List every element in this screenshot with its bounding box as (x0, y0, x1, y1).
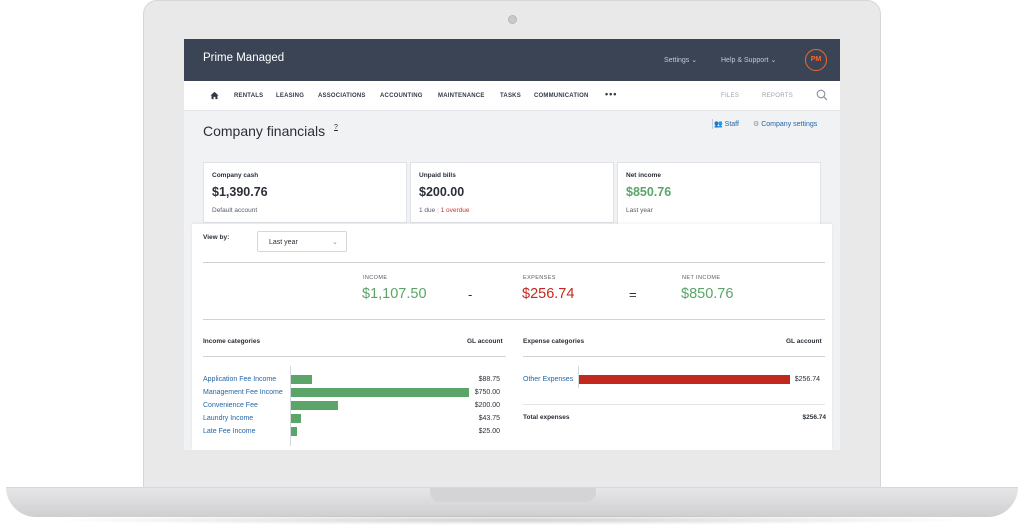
category-bar (291, 401, 339, 410)
help-support-menu[interactable]: Help & Support ⌄ (721, 56, 776, 64)
card-title: Net income (626, 172, 662, 179)
category-bar (291, 388, 469, 397)
category-link[interactable]: Management Fee Income (203, 389, 283, 396)
category-link[interactable]: Late Fee Income (203, 428, 256, 435)
unpaid-bills-card[interactable]: Unpaid bills $200.00 1 due | 1 overdue (410, 162, 614, 223)
nav-maintenance[interactable]: MAINTENANCE (438, 93, 485, 99)
category-link[interactable]: Other Expenses (523, 376, 574, 383)
nav-associations[interactable]: ASSOCIATIONS (318, 93, 366, 99)
card-value: $1,390.76 (212, 185, 268, 199)
card-value: $850.76 (626, 185, 672, 199)
category-amount: $256.74 (794, 376, 820, 383)
divider (203, 356, 506, 357)
company-cash-card[interactable]: Company cash $1,390.76 Default account (203, 162, 407, 223)
income-total: $1,107.50 (362, 286, 427, 302)
company-settings-label: Company settings (761, 121, 818, 128)
camera-icon (508, 15, 517, 24)
gl-account-header[interactable]: GL account (467, 338, 503, 345)
financials-panel: View by: Last year ⌄ INCOME $1,107.50 - … (192, 224, 832, 450)
staff-icon: 👥 (714, 121, 723, 128)
staff-link-label: Staff (724, 121, 739, 128)
total-expenses-value: $256.74 (802, 414, 827, 421)
chevron-down-icon: ⌄ (770, 57, 777, 64)
total-expenses-label: Total expenses (523, 414, 570, 421)
page-title: Company financials (203, 123, 326, 139)
nav-rentals[interactable]: RENTALS (234, 93, 264, 99)
gear-icon: ⚙ (753, 121, 760, 128)
nav-files[interactable]: FILES (721, 93, 740, 99)
category-link[interactable]: Convenience Fee (203, 402, 258, 409)
top-bar: Prime Managed Settings ⌄ Help & Support … (184, 39, 840, 81)
net-income-card[interactable]: Net income $850.76 Last year (617, 162, 821, 224)
card-title: Unpaid bills (419, 172, 456, 179)
home-icon[interactable] (210, 91, 219, 100)
category-bar (291, 427, 297, 436)
divider (523, 404, 825, 405)
net-income-label: NET INCOME (682, 275, 721, 281)
app-screen: Prime Managed Settings ⌄ Help & Support … (184, 39, 840, 450)
settings-menu[interactable]: Settings ⌄ (664, 56, 697, 64)
overdue-count[interactable]: 1 overdue (440, 207, 470, 214)
income-label: INCOME (363, 275, 388, 281)
category-link[interactable]: Application Fee Income (203, 376, 277, 383)
nav-communication[interactable]: COMMUNICATION (534, 93, 589, 99)
income-categories-header: Income categories (203, 338, 261, 345)
card-subtitle: 1 due | 1 overdue (419, 207, 470, 214)
equals-sign: = (629, 287, 637, 302)
view-by-label: View by: (203, 234, 230, 241)
category-bar (579, 375, 790, 384)
nav-more-button[interactable]: ••• (605, 89, 618, 99)
category-amount: $88.75 (478, 376, 500, 383)
company-settings-link[interactable]: ⚙ Company settings (753, 120, 817, 128)
laptop-base (6, 487, 1018, 517)
category-amount: $200.00 (474, 402, 500, 409)
view-by-value: Last year (269, 239, 298, 246)
expenses-total: $256.74 (522, 286, 575, 302)
gl-account-header[interactable]: GL account (786, 338, 822, 345)
card-subtitle: Default account (212, 207, 258, 214)
income-chart-axis (290, 366, 291, 446)
help-link[interactable]: ? (334, 124, 338, 131)
category-bar (291, 414, 302, 423)
view-by-select[interactable]: Last year ⌄ (257, 231, 347, 252)
divider (203, 262, 825, 263)
chevron-down-icon: ⌄ (691, 57, 698, 64)
card-subtitle: Last year (626, 207, 653, 214)
divider (712, 119, 713, 129)
main-nav: RENTALS LEASING ASSOCIATIONS ACCOUNTING … (184, 81, 840, 111)
divider (203, 319, 825, 320)
nav-reports[interactable]: REPORTS (762, 93, 793, 99)
laptop-notch (430, 488, 596, 502)
card-value: $200.00 (419, 185, 465, 199)
settings-menu-label: Settings (664, 57, 690, 64)
nav-tasks[interactable]: TASKS (500, 93, 521, 99)
category-amount: $750.00 (474, 389, 500, 396)
expense-chart-axis (578, 366, 579, 388)
brand-name[interactable]: Prime Managed (203, 52, 285, 64)
category-amount: $25.00 (478, 428, 500, 435)
category-bar (291, 375, 313, 384)
category-amount: $43.75 (478, 415, 500, 422)
category-link[interactable]: Laundry Income (203, 415, 254, 422)
nav-leasing[interactable]: LEASING (276, 93, 305, 99)
search-icon[interactable] (816, 89, 828, 101)
avatar[interactable]: PM (805, 49, 827, 71)
expense-categories-header: Expense categories (523, 338, 585, 345)
nav-accounting[interactable]: ACCOUNTING (380, 93, 423, 99)
chevron-down-icon: ⌄ (332, 239, 338, 246)
due-count[interactable]: 1 due (419, 207, 436, 214)
staff-link[interactable]: 👥 Staff (714, 120, 739, 128)
expenses-label: EXPENSES (523, 275, 556, 281)
net-income-total: $850.76 (681, 286, 734, 302)
laptop-shadow (40, 515, 984, 525)
card-title: Company cash (212, 172, 259, 179)
help-menu-label: Help & Support (721, 57, 769, 64)
minus-sign: - (468, 287, 473, 302)
divider (523, 356, 825, 357)
